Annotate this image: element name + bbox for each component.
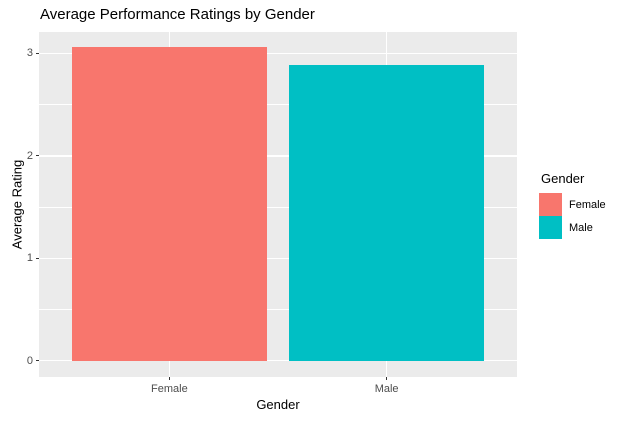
gridline-minor-y xyxy=(39,308,517,310)
legend-title: Gender xyxy=(541,171,585,186)
y-tick-label: 2 xyxy=(26,149,33,162)
gridline-major-y xyxy=(39,257,517,259)
gridline-major-y xyxy=(39,359,517,362)
y-tick-label: 1 xyxy=(26,252,33,265)
y-tick-mark xyxy=(36,155,39,157)
gridline-minor-y xyxy=(39,104,517,106)
legend-item-male: Male xyxy=(539,216,606,239)
legend: Gender Female Male xyxy=(539,171,606,239)
y-tick-label: 0 xyxy=(26,354,33,367)
bar-female xyxy=(71,47,268,361)
x-tick-mark xyxy=(386,377,388,380)
legend-label-male: Male xyxy=(569,221,593,234)
legend-swatch-female xyxy=(539,193,562,216)
x-axis-title: Gender xyxy=(256,397,300,412)
legend-item-female: Female xyxy=(539,193,606,216)
bar-male xyxy=(288,64,485,361)
plot-panel xyxy=(39,32,517,377)
x-tick-mark xyxy=(168,377,170,380)
y-axis-title: Average Rating xyxy=(9,159,25,250)
y-tick-mark xyxy=(36,360,39,362)
x-tick-label: Female xyxy=(151,383,188,395)
legend-label-female: Female xyxy=(569,198,606,211)
x-tick-label: Male xyxy=(374,383,399,395)
gridline-major-y xyxy=(39,52,517,55)
y-tick-label: 3 xyxy=(26,47,33,60)
y-tick-mark xyxy=(36,52,39,54)
gridline-major-y xyxy=(39,155,517,157)
chart-title: Average Performance Ratings by Gender xyxy=(40,6,315,23)
gridline-minor-y xyxy=(39,206,517,208)
y-tick-mark xyxy=(36,257,39,259)
legend-swatch-male xyxy=(539,216,562,239)
